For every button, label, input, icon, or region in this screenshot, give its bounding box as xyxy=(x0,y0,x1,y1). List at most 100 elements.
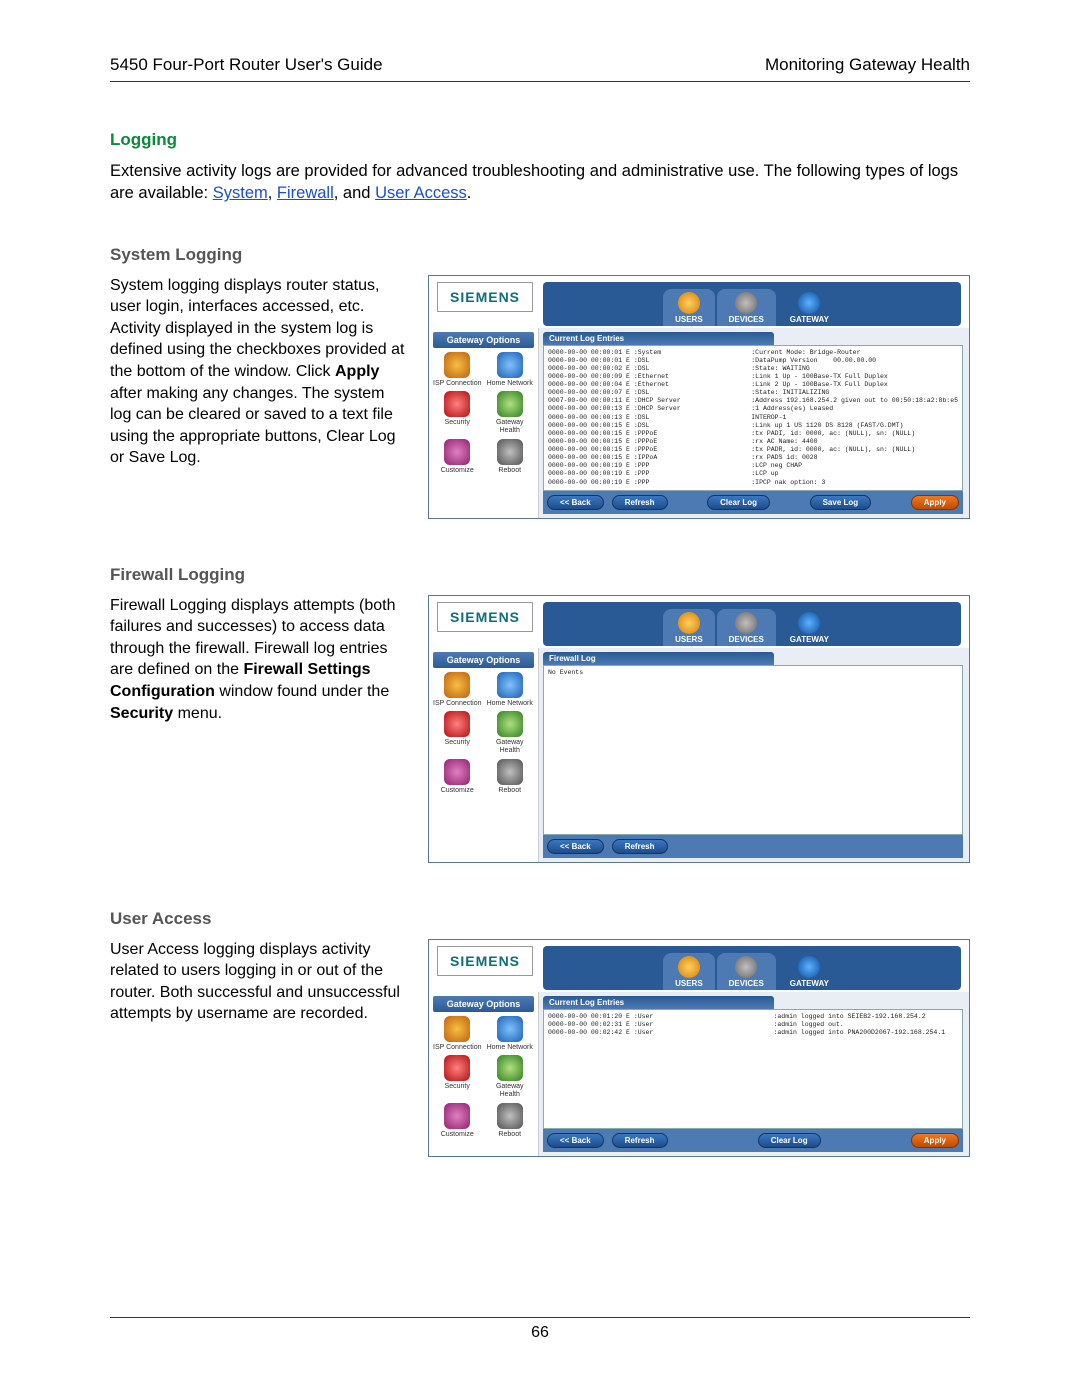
system-logging-section: System logging displays router status, u… xyxy=(110,275,970,519)
logging-intro: Extensive activity logs are provided for… xyxy=(110,160,970,205)
panel-title-firewall: Firewall Log xyxy=(543,652,774,665)
sidebar-item-isp[interactable]: ISP Connection xyxy=(433,1016,482,1052)
sidebar-item-security[interactable]: Security xyxy=(433,391,482,434)
sidebar-item-health[interactable]: Gateway Health xyxy=(486,711,535,754)
sidebar-title: Gateway Options xyxy=(433,332,534,348)
refresh-button[interactable]: Refresh xyxy=(612,839,668,854)
sidebar: Gateway Options ISP Connection Home Netw… xyxy=(429,648,539,862)
sidebar-item-customize[interactable]: Customize xyxy=(433,439,482,475)
top-tabbar: USERS DEVICES GATEWAY xyxy=(543,602,961,646)
tab-users[interactable]: USERS xyxy=(663,953,715,990)
refresh-button[interactable]: Refresh xyxy=(612,495,668,510)
isp-icon xyxy=(444,672,470,698)
tab-users[interactable]: USERS xyxy=(663,289,715,326)
shield-icon xyxy=(444,711,470,737)
firewall-logging-text: Firewall Logging displays attempts (both… xyxy=(110,595,410,725)
system-button-row: << Back Refresh Clear Log Save Log Apply xyxy=(543,491,963,514)
shield-icon xyxy=(444,1055,470,1081)
sidebar-item-security[interactable]: Security xyxy=(433,711,482,754)
firewall-button-row: << Back Refresh xyxy=(543,835,963,858)
back-button[interactable]: << Back xyxy=(547,839,604,854)
sidebar-item-home[interactable]: Home Network xyxy=(486,1016,535,1052)
home-icon xyxy=(497,1016,523,1042)
firewall-log-output: No Events xyxy=(543,665,963,835)
user-log-output: 0000-00-00 00:01:20 E :User 0000-00-00 0… xyxy=(543,1009,963,1129)
useraccess-link[interactable]: User Access xyxy=(375,184,467,202)
gateway-icon xyxy=(798,292,820,314)
reboot-icon xyxy=(497,439,523,465)
sidebar: Gateway Options ISP Connection Home Netw… xyxy=(429,992,539,1156)
sidebar-item-isp[interactable]: ISP Connection xyxy=(433,352,482,388)
useraccess-section: User Access logging displays activity re… xyxy=(110,939,970,1157)
panel-title-system: Current Log Entries xyxy=(543,332,774,345)
page-footer: 66 xyxy=(110,1317,970,1342)
user-button-row: << Back Refresh Clear Log Apply xyxy=(543,1129,963,1152)
apply-button[interactable]: Apply xyxy=(911,495,959,510)
users-icon xyxy=(678,956,700,978)
back-button[interactable]: << Back xyxy=(547,1133,604,1148)
top-tabbar: USERS DEVICES GATEWAY xyxy=(543,282,961,326)
back-button[interactable]: << Back xyxy=(547,495,604,510)
system-logging-text: System logging displays router status, u… xyxy=(110,275,410,469)
sidebar-item-customize[interactable]: Customize xyxy=(433,1103,482,1139)
firewall-log-screenshot: SIEMENS USERS DEVICES GATEWAY Gateway Op… xyxy=(428,595,970,863)
sidebar-item-reboot[interactable]: Reboot xyxy=(486,759,535,795)
palette-icon xyxy=(444,1103,470,1129)
apply-button[interactable]: Apply xyxy=(911,1133,959,1148)
brand-logo: SIEMENS xyxy=(437,946,533,976)
tab-users[interactable]: USERS xyxy=(663,609,715,646)
clearlog-button[interactable]: Clear Log xyxy=(707,495,770,510)
home-icon xyxy=(497,672,523,698)
sidebar-item-reboot[interactable]: Reboot xyxy=(486,1103,535,1139)
isp-icon xyxy=(444,352,470,378)
reboot-icon xyxy=(497,759,523,785)
refresh-button[interactable]: Refresh xyxy=(612,1133,668,1148)
palette-icon xyxy=(444,439,470,465)
tab-gateway[interactable]: GATEWAY xyxy=(778,953,841,990)
devices-icon xyxy=(735,612,757,634)
system-log-output: 0000-00-00 00:00:01 E :System 0000-00-00… xyxy=(543,345,963,491)
sidebar-item-health[interactable]: Gateway Health xyxy=(486,391,535,434)
header-left: 5450 Four-Port Router User's Guide xyxy=(110,55,383,75)
top-tabbar: USERS DEVICES GATEWAY xyxy=(543,946,961,990)
system-logging-heading: System Logging xyxy=(110,245,970,265)
clearlog-button[interactable]: Clear Log xyxy=(758,1133,821,1148)
sidebar-item-health[interactable]: Gateway Health xyxy=(486,1055,535,1098)
gateway-icon xyxy=(798,612,820,634)
isp-icon xyxy=(444,1016,470,1042)
firewall-link[interactable]: Firewall xyxy=(277,184,334,202)
sidebar-item-home[interactable]: Home Network xyxy=(486,352,535,388)
tab-gateway[interactable]: GATEWAY xyxy=(778,289,841,326)
health-icon xyxy=(497,1055,523,1081)
sidebar-title: Gateway Options xyxy=(433,652,534,668)
reboot-icon xyxy=(497,1103,523,1129)
system-log-screenshot: SIEMENS USERS DEVICES GATEWAY Gateway Op… xyxy=(428,275,970,519)
tab-gateway[interactable]: GATEWAY xyxy=(778,609,841,646)
sidebar-item-reboot[interactable]: Reboot xyxy=(486,439,535,475)
brand-logo: SIEMENS xyxy=(437,602,533,632)
brand-logo: SIEMENS xyxy=(437,282,533,312)
tab-devices[interactable]: DEVICES xyxy=(717,953,776,990)
health-icon xyxy=(497,711,523,737)
sidebar-item-home[interactable]: Home Network xyxy=(486,672,535,708)
devices-icon xyxy=(735,292,757,314)
tab-devices[interactable]: DEVICES xyxy=(717,609,776,646)
sidebar-item-isp[interactable]: ISP Connection xyxy=(433,672,482,708)
devices-icon xyxy=(735,956,757,978)
firewall-logging-heading: Firewall Logging xyxy=(110,565,970,585)
gateway-icon xyxy=(798,956,820,978)
system-link[interactable]: System xyxy=(213,184,268,202)
sidebar-item-customize[interactable]: Customize xyxy=(433,759,482,795)
useraccess-text: User Access logging displays activity re… xyxy=(110,939,410,1025)
page-number: 66 xyxy=(531,1324,549,1341)
shield-icon xyxy=(444,391,470,417)
users-icon xyxy=(678,612,700,634)
sidebar-item-security[interactable]: Security xyxy=(433,1055,482,1098)
savelog-button[interactable]: Save Log xyxy=(810,495,872,510)
home-icon xyxy=(497,352,523,378)
users-icon xyxy=(678,292,700,314)
logging-heading: Logging xyxy=(110,130,970,150)
panel-title-user: Current Log Entries xyxy=(543,996,774,1009)
health-icon xyxy=(497,391,523,417)
tab-devices[interactable]: DEVICES xyxy=(717,289,776,326)
